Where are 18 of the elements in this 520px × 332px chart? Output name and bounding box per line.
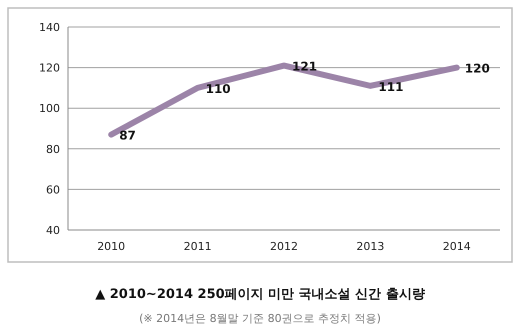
x-tick-label: 2013 (356, 240, 384, 253)
x-tick-label: 2014 (442, 240, 471, 253)
text: (※ 2014년은 8월말 기준 80권으로 추정치 적용) (139, 312, 381, 325)
y-tick-label: 100 (39, 102, 60, 116)
y-tick-label: 60 (46, 183, 60, 196)
x-tick-label: 2012 (270, 240, 298, 253)
text: ▲ 2010~2014 250페이지 미만 국내소설 신간 출시량 (95, 287, 425, 302)
x-tick-label: 2010 (97, 240, 126, 253)
data-label: 87 (119, 128, 136, 143)
x-tick-label: 2011 (184, 240, 212, 253)
data-label: 120 (464, 62, 490, 76)
y-tick-label: 120 (39, 62, 60, 75)
y-tick-label: 80 (46, 142, 60, 156)
data-label: 121 (292, 60, 318, 74)
data-label: 110 (206, 82, 231, 96)
y-tick-label: 40 (46, 224, 60, 237)
data-label: 111 (378, 80, 404, 94)
y-tick-label: 140 (39, 21, 60, 34)
